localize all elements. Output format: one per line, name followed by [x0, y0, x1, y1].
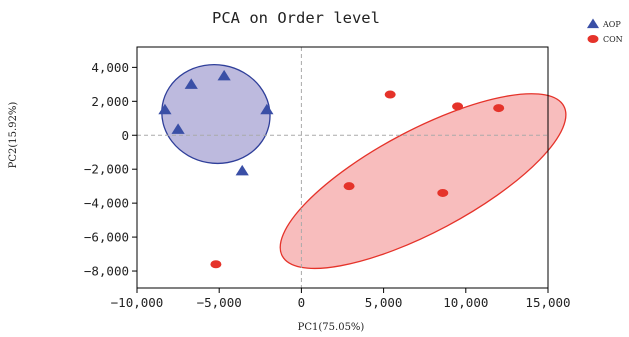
legend-marker-aop — [587, 19, 599, 29]
legend: AOP CON — [587, 19, 623, 45]
chart-title: PCA on Order level — [212, 9, 380, 27]
point-con — [344, 182, 355, 190]
ellipse-con — [258, 61, 587, 301]
x-tick-label: 0 — [298, 295, 306, 310]
x-tick-label: 5,000 — [365, 295, 403, 310]
y-tick-label: 2,000 — [91, 94, 129, 109]
x-axis-label: PC1(75.05%) — [298, 322, 365, 333]
point-con — [210, 260, 221, 268]
x-tick-label: 10,000 — [443, 295, 488, 310]
legend-marker-con — [588, 35, 599, 43]
y-tick-label: −2,000 — [84, 162, 129, 177]
y-tick-label: −4,000 — [84, 196, 129, 211]
point-con — [452, 102, 463, 110]
x-tick-label: −5,000 — [197, 295, 242, 310]
ellipse-aop — [154, 56, 278, 172]
y-axis-label: PC2(15.92%) — [8, 102, 19, 169]
y-tick-label: −6,000 — [84, 230, 129, 245]
point-con — [437, 189, 448, 197]
y-tick-label: 4,000 — [91, 60, 129, 75]
point-con — [385, 91, 396, 99]
legend-label-aop: AOP — [602, 20, 621, 29]
y-tick-label: −8,000 — [84, 264, 129, 279]
x-tick-label: 15,000 — [525, 295, 570, 310]
legend-label-con: CON — [603, 35, 623, 44]
y-tick-label: 0 — [121, 128, 129, 143]
x-tick-label: −10,000 — [111, 295, 164, 310]
point-aop — [236, 165, 249, 176]
point-con — [493, 104, 504, 112]
